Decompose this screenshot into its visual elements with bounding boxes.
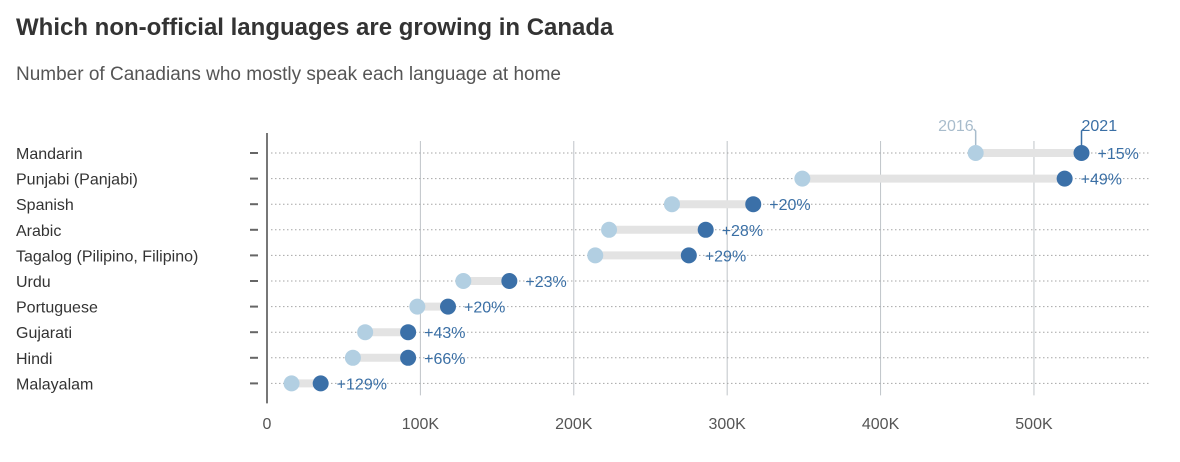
x-tick-label: 500K bbox=[1015, 416, 1053, 433]
category-label: Gujarati bbox=[16, 325, 72, 342]
change-label: +28% bbox=[722, 223, 763, 240]
x-tick-label: 400K bbox=[862, 416, 900, 433]
change-label: +129% bbox=[337, 376, 387, 393]
year-legend: 2016 2021 bbox=[938, 118, 1117, 145]
legend-leader-2021 bbox=[1080, 128, 1085, 145]
x-tick-label: 300K bbox=[708, 416, 746, 433]
category-label: Spanish bbox=[16, 197, 74, 214]
chart-subtitle: Number of Canadians who mostly speak eac… bbox=[16, 64, 561, 85]
change-label: +43% bbox=[424, 325, 465, 342]
category-label: Mandarin bbox=[16, 146, 83, 163]
legend-label-2021: 2021 bbox=[1082, 118, 1118, 135]
category-label: Hindi bbox=[16, 351, 52, 368]
change-label: +49% bbox=[1081, 172, 1122, 189]
x-axis: 0 100K 200K 300K 400K 500K bbox=[263, 416, 1053, 433]
point-2021 bbox=[745, 196, 762, 213]
point-2021 bbox=[1073, 145, 1090, 161]
point-2021 bbox=[1056, 170, 1073, 187]
point-2016 bbox=[663, 196, 680, 213]
chart-title: Which non-official languages are growing… bbox=[16, 14, 614, 41]
point-2016 bbox=[357, 324, 374, 341]
change-label: +20% bbox=[464, 300, 505, 317]
category-label: Urdu bbox=[16, 274, 51, 291]
gridlines bbox=[250, 133, 1149, 404]
category-label: Punjabi (Panjabi) bbox=[16, 172, 138, 189]
point-2021 bbox=[400, 349, 417, 366]
legend-leader-2016 bbox=[973, 128, 977, 145]
point-2021 bbox=[440, 298, 457, 315]
point-2021 bbox=[312, 375, 329, 392]
legend-label-2016: 2016 bbox=[938, 118, 974, 135]
change-label: +66% bbox=[424, 351, 465, 368]
point-2021 bbox=[501, 273, 518, 289]
x-tick-label: 100K bbox=[402, 416, 440, 433]
category-label: Tagalog (Pilipino, Filipino) bbox=[16, 248, 198, 265]
category-label: Portuguese bbox=[16, 300, 98, 317]
x-tick-label: 0 bbox=[263, 416, 272, 433]
point-2021 bbox=[400, 324, 417, 341]
point-2016 bbox=[601, 221, 618, 238]
point-2016 bbox=[283, 375, 300, 392]
point-2016 bbox=[455, 273, 472, 289]
data-rows: Mandarin +15% Punjabi (Panjabi) +49% Spanish… bbox=[16, 145, 1139, 393]
point-2016 bbox=[794, 170, 811, 187]
point-2021 bbox=[697, 221, 714, 238]
change-label: +20% bbox=[769, 197, 810, 214]
x-tick-label: 200K bbox=[555, 416, 593, 433]
point-2016 bbox=[344, 349, 361, 366]
category-label: Malayalam bbox=[16, 376, 93, 393]
point-2016 bbox=[587, 247, 604, 264]
change-label: +23% bbox=[525, 274, 566, 291]
change-label: +15% bbox=[1098, 146, 1139, 163]
category-label: Arabic bbox=[16, 223, 61, 240]
point-2016 bbox=[967, 145, 984, 161]
change-label: +29% bbox=[705, 248, 746, 265]
point-2016 bbox=[409, 298, 426, 315]
point-2021 bbox=[680, 247, 697, 264]
